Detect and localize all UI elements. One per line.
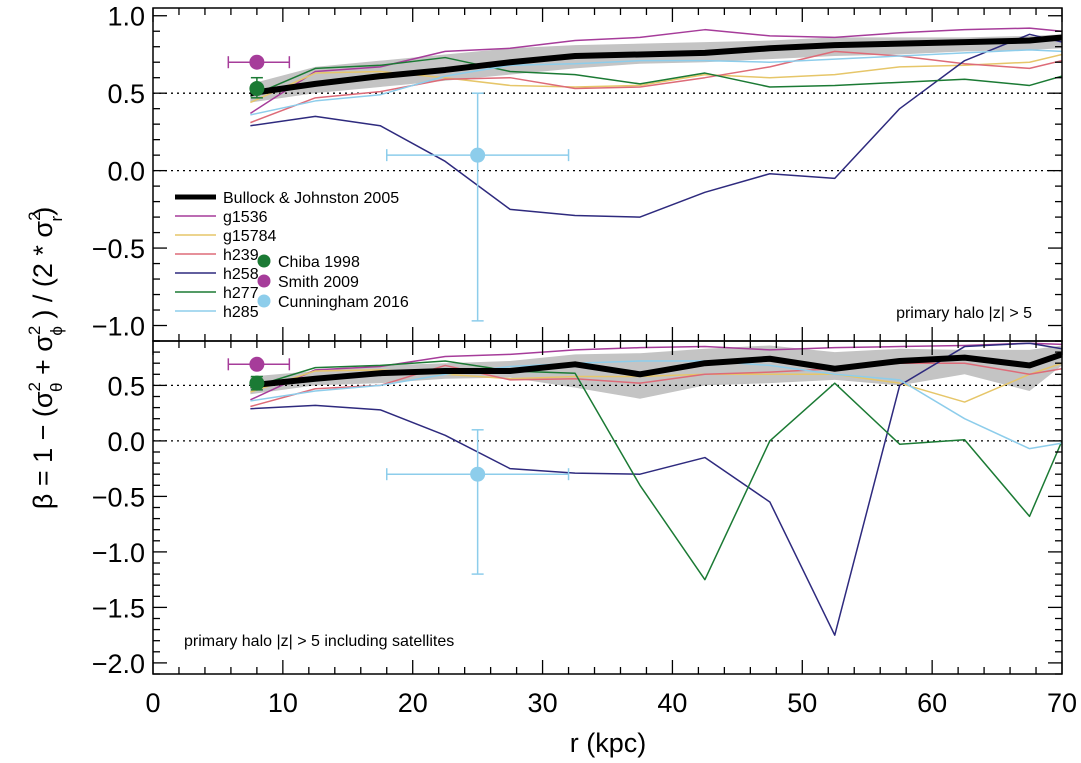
legend-label: Cunningham 2016	[278, 294, 409, 311]
legend-label: Chiba 1998	[278, 254, 360, 271]
y-tick-label: −2.0	[92, 649, 145, 679]
bottom-panel: 0.5 0.0 −0.5 −1.0 −1.5 −2.00 10 20 30 40 50 60 70 pri…	[92, 340, 1077, 718]
y-axis-title-part: ) / (2 * σ	[28, 221, 58, 327]
y-tick-label: −1.0	[92, 312, 145, 342]
x-axis-title: r (kpc)	[570, 728, 647, 758]
legend: Bullock & Johnston 2005 g1536 g15784 h239 h2…	[175, 190, 409, 321]
legend-label: h258	[223, 266, 259, 283]
y-axis-title-part: β = 1 − (σ	[28, 391, 58, 509]
data-point-marker	[249, 375, 265, 391]
y-tick-label: 1.0	[107, 2, 145, 32]
obs-point-smith-2009	[227, 356, 291, 372]
plot-area	[153, 342, 1062, 636]
y-axis-title-superscript: 2	[25, 211, 44, 220]
legend-label: g1536	[223, 209, 268, 226]
bullock-johnston-spread-band	[250, 34, 1062, 103]
plot-area	[153, 27, 1062, 322]
series-line-bullock-johnston-2005	[249, 34, 1062, 97]
data-point-marker	[249, 81, 265, 97]
y-tick-label: 0.0	[107, 157, 145, 187]
x-tick-label: 30	[528, 688, 558, 718]
legend-point-swatch	[257, 294, 271, 308]
legend-label: h239	[223, 247, 259, 264]
x-tick-label: 70	[1047, 688, 1077, 718]
y-axis-title-part: )	[28, 207, 58, 216]
y-tick-label: −0.5	[92, 234, 145, 264]
y-tick-label: −0.5	[92, 482, 145, 512]
y-tick-label: −1.5	[92, 593, 145, 623]
legend-label: h277	[223, 285, 259, 302]
obs-point-chiba-1998	[249, 375, 265, 391]
legend-label: g15784	[223, 228, 276, 245]
obs-point-smith-2009	[227, 54, 291, 70]
series-line-h258	[250, 33, 1062, 218]
y-axis-title-part: + σ	[28, 335, 58, 383]
legend-label: h285	[223, 304, 259, 321]
series-line-h277	[250, 360, 1062, 581]
y-tick-label: 0.0	[107, 427, 145, 457]
x-tick-label: 40	[657, 688, 687, 718]
obs-point-chiba-1998	[249, 76, 265, 99]
top-panel: 1.0 0.5 0.0 −0.5 −1.0 primary halo |z| > 5	[92, 2, 1063, 342]
x-tick-label: 50	[787, 688, 817, 718]
series-line-h239	[250, 50, 1062, 124]
obs-point-cunningham-2016	[385, 92, 570, 322]
series-line-h285	[250, 360, 1062, 450]
x-tick-label: 60	[917, 688, 947, 718]
y-axis-title: β = 1 − (σ2 θ + σ2 ϕ ) / (2 * σ2 r)	[25, 207, 66, 509]
y-axis-title-superscript: 2	[25, 326, 44, 335]
y-tick-label: −1.0	[92, 538, 145, 568]
series-line-bullock-johnston-2005	[250, 351, 1062, 389]
y-axis-title-superscript: 2	[25, 382, 44, 391]
series-line-h285	[250, 49, 1062, 116]
data-point-marker	[249, 356, 265, 372]
y-axis-title-subscript: θ	[47, 383, 66, 392]
x-tick-label: 10	[268, 688, 298, 718]
legend-point-swatch	[257, 274, 271, 288]
data-point-marker	[470, 466, 486, 482]
panel-annotation: primary halo |z| > 5	[896, 305, 1032, 322]
x-tick-label: 0	[145, 688, 160, 718]
y-tick-label: 0.5	[107, 371, 145, 401]
y-tick-label: 0.5	[107, 79, 145, 109]
data-point-marker	[470, 147, 486, 163]
legend-label: Smith 2009	[278, 274, 359, 291]
series-line-h258	[250, 342, 1062, 636]
legend-point-swatch	[257, 254, 271, 268]
panel-annotation: primary halo |z| > 5 including satellite…	[184, 633, 454, 650]
series-line-h239	[250, 362, 1062, 408]
series-line-h277	[250, 56, 1062, 97]
obs-point-cunningham-2016	[385, 429, 570, 575]
data-point-marker	[249, 54, 265, 70]
x-tick-label: 20	[398, 688, 428, 718]
legend-label: Bullock & Johnston 2005	[223, 190, 399, 207]
y-axis-title-subscript: ϕ	[47, 326, 66, 336]
y-axis-title-subscript: r	[47, 215, 66, 221]
